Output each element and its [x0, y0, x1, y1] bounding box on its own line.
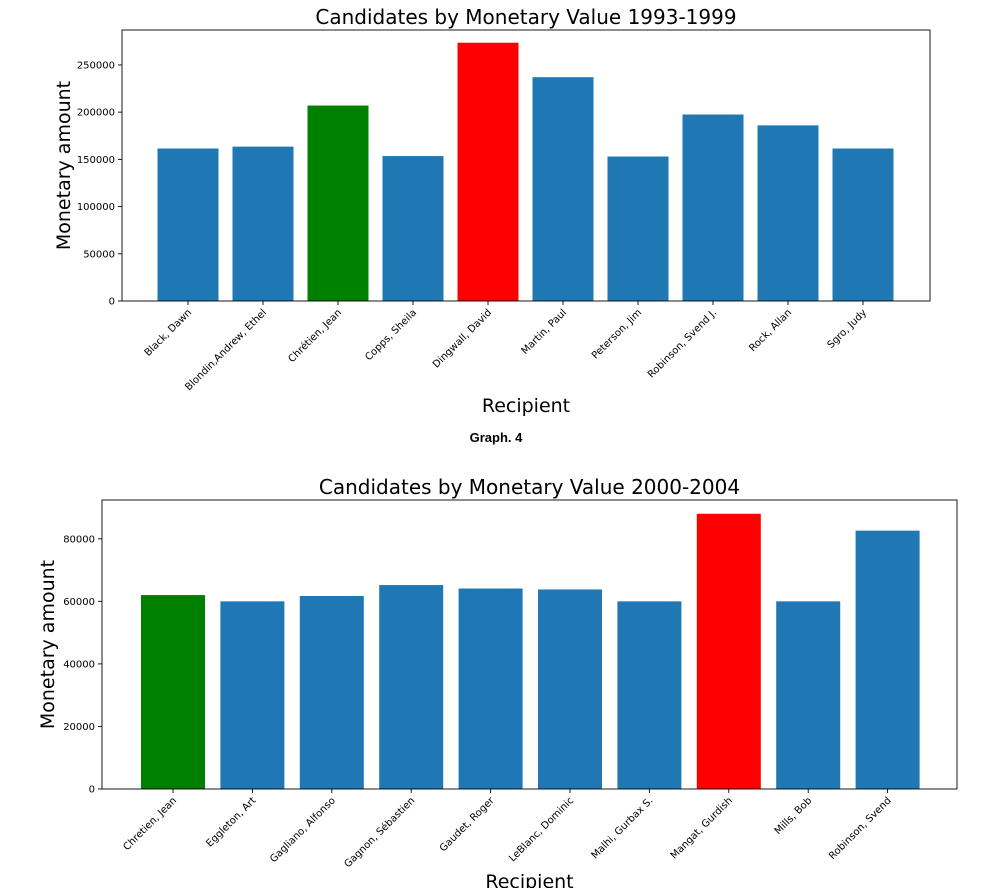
plot-frame	[101, 499, 958, 790]
y-tick-label: 60000	[63, 597, 95, 608]
x-tick-label: Mangat, Gurdish	[669, 795, 735, 861]
y-tick-label: 150000	[77, 155, 115, 166]
bar	[538, 589, 602, 789]
bar	[379, 585, 444, 789]
x-tick-label: Copps, Sheila	[363, 307, 419, 363]
x-tick-label: Gagliano, Alfonso	[268, 795, 338, 865]
y-axis-label: Monetary amount	[53, 81, 75, 250]
bar	[532, 77, 594, 301]
bar	[232, 146, 294, 301]
bar	[696, 513, 761, 789]
bar	[141, 595, 205, 789]
bar	[757, 125, 819, 301]
y-tick-label: 50000	[83, 249, 115, 260]
x-tick-label: Chretien, Jean	[122, 795, 180, 853]
y-tick-label: 200000	[77, 108, 115, 119]
y-tick-label: 80000	[63, 534, 95, 545]
y-tick-label: 100000	[77, 202, 115, 213]
chart-2000-2004: Candidates by Monetary Value 2000-2004 0 2…	[37, 475, 958, 888]
bar	[776, 601, 841, 789]
x-tick-label: Martin, Paul	[520, 307, 570, 357]
x-tick-label: Black, Dawn	[143, 307, 194, 358]
x-tick-label: Gagnon, Sébastien	[342, 795, 417, 870]
y-tick-label: 250000	[77, 60, 115, 71]
bar	[457, 42, 519, 302]
y-tick-label: 0	[109, 297, 115, 308]
x-tick-label: Robinson, Svend	[827, 795, 894, 862]
x-tick-label: Mills, Bob	[773, 795, 815, 837]
y-tick-label: 20000	[63, 722, 95, 733]
chart-title: Candidates by Monetary Value 1993-1999	[315, 5, 736, 29]
x-tick-label: Gaudet, Roger	[438, 795, 497, 854]
chart-title: Candidates by Monetary Value 2000-2004	[319, 475, 740, 499]
x-tick-label: Chrétien, Jean	[286, 307, 344, 365]
bar	[458, 588, 523, 789]
bar	[682, 114, 744, 301]
bar	[617, 601, 682, 789]
x-tick-label: Malhi, Gurbax S.	[590, 795, 656, 861]
y-tick-label: 0	[89, 785, 95, 796]
bar	[307, 105, 369, 301]
x-tick-label: Dingwall, David	[431, 307, 494, 370]
x-axis-label: Recipient	[485, 871, 573, 888]
x-axis-label: Recipient	[482, 395, 570, 417]
x-tick-label: Robinson, Svend J.	[646, 307, 719, 380]
x-tick-label: Sgro, Judy	[826, 307, 870, 351]
x-tick-label: Blondin,Andrew, Ethel	[183, 307, 269, 393]
x-tick-label: Rock, Allan	[747, 307, 794, 354]
chart-1993-1999: Candidates by Monetary Value 1993-1999 0 5…	[53, 5, 931, 417]
x-tick-label: Peterson, Jim	[590, 307, 644, 361]
bar	[299, 596, 364, 789]
bar	[157, 148, 219, 301]
bar	[220, 601, 285, 789]
plot-frame	[121, 29, 931, 302]
y-tick-label: 40000	[63, 659, 95, 670]
graph-caption: Graph. 4	[469, 430, 523, 445]
bar	[832, 148, 894, 301]
x-tick-label: LeBlanc, Dominic	[507, 795, 576, 864]
y-axis-label: Monetary amount	[37, 560, 59, 729]
bar	[855, 530, 920, 789]
x-tick-label: Eggleton, Art	[204, 795, 258, 849]
bar	[382, 156, 444, 301]
bar	[607, 156, 669, 301]
